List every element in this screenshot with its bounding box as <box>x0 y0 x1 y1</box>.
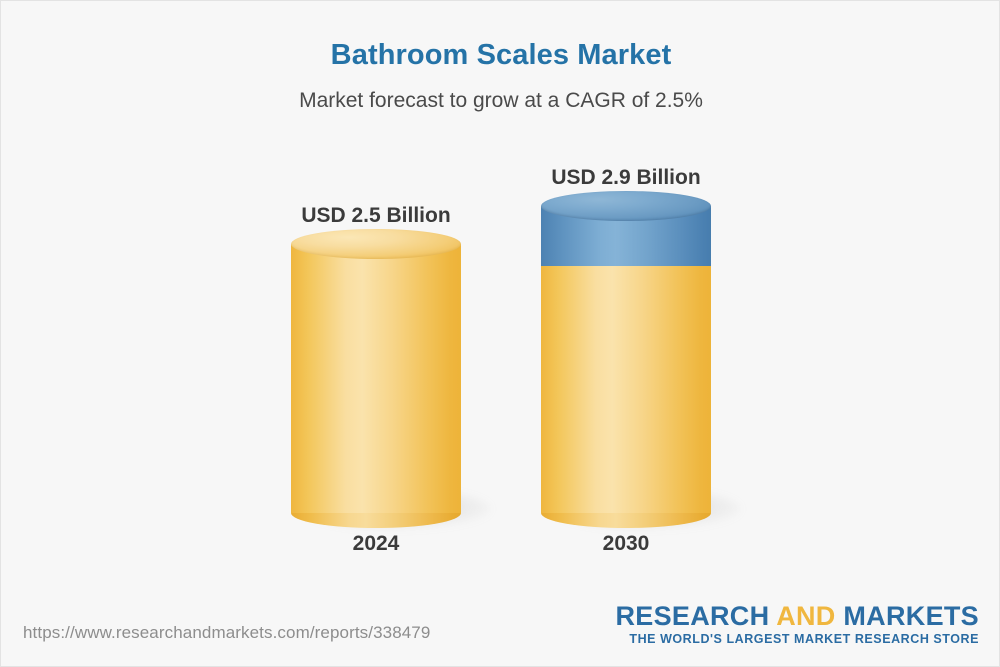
brand-tagline: THE WORLD'S LARGEST MARKET RESEARCH STOR… <box>629 632 979 647</box>
brand-word-research: RESEARCH <box>615 601 770 631</box>
page-title: Bathroom Scales Market <box>330 39 672 71</box>
chart-subtitle: Market forecast to grow at a CAGR of 2.5… <box>299 89 703 112</box>
bar-category-label-2024: 2024 <box>352 532 400 555</box>
cylinder-segment-base-2030 <box>541 266 711 528</box>
cylinder-segment-base-2024 <box>291 229 461 528</box>
bar-category-label-2030: 2030 <box>602 532 650 555</box>
chart-plot-area: USD 2.5 Billion 2024 USD 2.9 Billion <box>1 1 999 601</box>
cylinder-body <box>291 244 461 513</box>
bar-value-label-2024: USD 2.5 Billion <box>301 204 451 227</box>
cylinder-top-cap <box>291 229 461 259</box>
brand-word-and: AND <box>769 601 844 631</box>
brand-logo[interactable]: RESEARCH AND MARKETS THE WORLD'S LARGEST… <box>615 602 979 647</box>
cylinder-2030 <box>541 191 741 529</box>
cylinder-2024 <box>291 229 491 529</box>
brand-word-markets: MARKETS <box>843 601 979 631</box>
source-url[interactable]: https://www.researchandmarkets.com/repor… <box>23 623 431 642</box>
cylinder-body <box>541 266 711 513</box>
cylinder-segment-growth-2030 <box>541 191 711 266</box>
bar-value-label-2030: USD 2.9 Billion <box>551 166 701 189</box>
cylinder-top-cap <box>541 191 711 221</box>
brand-wordmark: RESEARCH AND MARKETS <box>615 602 979 630</box>
